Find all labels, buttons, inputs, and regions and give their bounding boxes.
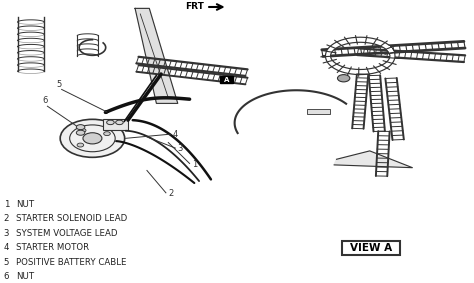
Circle shape [337, 75, 350, 82]
Text: 1: 1 [192, 160, 197, 169]
Text: STARTER SOLENOID LEAD: STARTER SOLENOID LEAD [16, 214, 127, 223]
FancyBboxPatch shape [103, 119, 128, 130]
Polygon shape [334, 151, 412, 168]
Text: 2: 2 [168, 189, 173, 198]
Text: POSITIVE BATTERY CABLE: POSITIVE BATTERY CABLE [16, 258, 126, 267]
Circle shape [60, 119, 125, 157]
Text: NUT: NUT [16, 273, 34, 282]
Text: 3: 3 [4, 229, 9, 238]
FancyBboxPatch shape [342, 241, 400, 256]
Circle shape [79, 128, 86, 132]
Text: 6: 6 [42, 96, 48, 105]
Text: 3: 3 [178, 144, 183, 153]
Text: 6: 6 [4, 273, 9, 282]
Polygon shape [135, 8, 178, 103]
Text: SYSTEM VOLTAGE LEAD: SYSTEM VOLTAGE LEAD [16, 229, 117, 238]
Text: A: A [224, 77, 229, 83]
Text: VIEW A: VIEW A [350, 243, 392, 254]
Text: 4: 4 [173, 130, 178, 139]
FancyBboxPatch shape [307, 109, 330, 114]
Circle shape [116, 120, 123, 125]
Text: STARTER MOTOR: STARTER MOTOR [16, 243, 89, 252]
Circle shape [76, 125, 85, 130]
Text: FRT: FRT [185, 3, 204, 12]
Circle shape [77, 143, 84, 147]
Text: 4: 4 [4, 243, 9, 252]
Circle shape [83, 133, 102, 144]
FancyBboxPatch shape [220, 76, 233, 83]
Text: 5: 5 [4, 258, 9, 267]
Text: NUT: NUT [16, 200, 34, 209]
Text: 2: 2 [4, 214, 9, 223]
Text: 5: 5 [56, 80, 62, 89]
Circle shape [104, 132, 110, 136]
Circle shape [76, 130, 85, 135]
Text: 1: 1 [4, 200, 9, 209]
Circle shape [107, 120, 114, 125]
